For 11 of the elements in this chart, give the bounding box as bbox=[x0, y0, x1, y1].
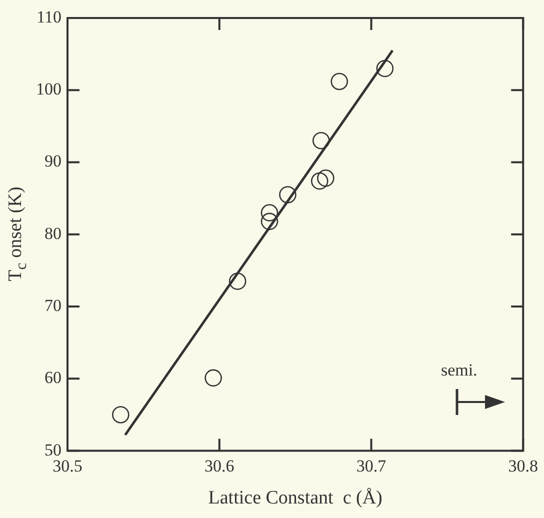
annotation: semi. bbox=[440, 360, 478, 380]
x-axis-title: Lattice Constant c (Å) bbox=[208, 488, 382, 509]
y-tick-label: 100 bbox=[36, 80, 62, 99]
x-tick-label: 30.7 bbox=[356, 456, 387, 476]
y-tick-label: 90 bbox=[44, 152, 62, 171]
x-tick-label: 30.6 bbox=[204, 456, 234, 476]
x-tick-label: 30.8 bbox=[508, 456, 538, 476]
y-tick-label: 110 bbox=[36, 7, 62, 26]
y-tick-label: 60 bbox=[44, 368, 62, 388]
y-tick-label: 70 bbox=[44, 296, 62, 315]
y-tick-label: 80 bbox=[44, 224, 62, 243]
